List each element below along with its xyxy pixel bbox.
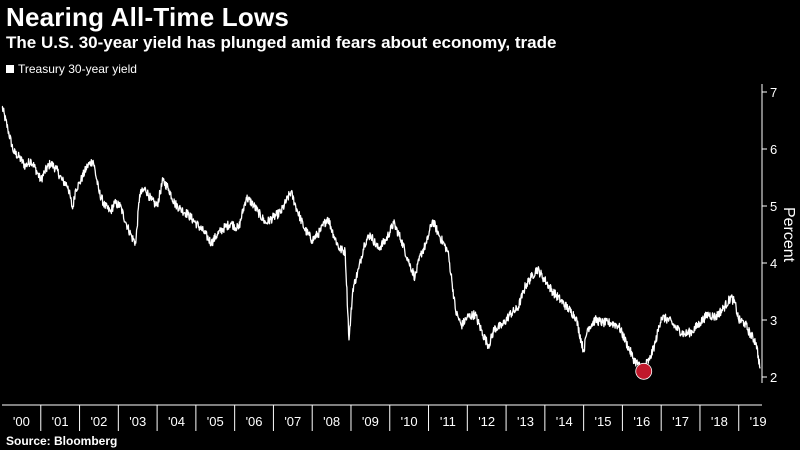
x-tick-label: '04 xyxy=(168,414,185,429)
x-tick-label: '05 xyxy=(207,414,224,429)
chart-subtitle: The U.S. 30-year yield has plunged amid … xyxy=(6,33,557,52)
legend-swatch xyxy=(6,65,14,73)
x-tick-label: '00 xyxy=(13,414,30,429)
x-tick-label: '19 xyxy=(750,414,767,429)
x-tick-label: '14 xyxy=(556,414,573,429)
series-line-treasury-30y xyxy=(1,105,761,374)
chart-title: Nearing All-Time Lows xyxy=(6,2,290,32)
x-tick-label: '08 xyxy=(323,414,340,429)
x-tick-label: '15 xyxy=(595,414,612,429)
y-axis-title: Percent xyxy=(780,207,797,263)
x-tick-label: '11 xyxy=(440,414,456,429)
y-tick-label: 4 xyxy=(770,256,777,271)
y-tick-label: 3 xyxy=(770,313,777,328)
x-tick-label: '13 xyxy=(517,414,534,429)
y-tick-label: 2 xyxy=(770,370,777,385)
x-tick-label: '16 xyxy=(633,414,650,429)
legend-label: Treasury 30-year yield xyxy=(18,62,137,76)
x-tick-label: '06 xyxy=(246,414,263,429)
low-point-marker xyxy=(635,362,653,380)
x-tick-label: '12 xyxy=(478,414,495,429)
x-tick-label: '07 xyxy=(284,414,301,429)
y-axis: 2 3 4 5 6 7 xyxy=(761,84,777,385)
source-note: Source: Bloomberg xyxy=(6,434,118,448)
annotation-markers xyxy=(635,362,653,380)
x-tick-label: '02 xyxy=(90,414,107,429)
x-tick-label: '17 xyxy=(672,414,689,429)
y-tick-label: 6 xyxy=(770,142,777,157)
x-tick-label: '01 xyxy=(52,414,69,429)
x-axis: '00 '01 '02 '03 '04 '05 '06 '07 '08 '09 '10 '11 '12 '… xyxy=(2,404,767,431)
chart-legend: Treasury 30-year yield xyxy=(6,62,137,76)
y-tick-label: 7 xyxy=(770,85,777,100)
x-tick-label: '03 xyxy=(129,414,146,429)
x-tick-label: '09 xyxy=(362,414,379,429)
x-tick-label: '10 xyxy=(401,414,418,429)
x-tick-label: '18 xyxy=(711,414,728,429)
y-tick-label: 5 xyxy=(770,199,777,214)
